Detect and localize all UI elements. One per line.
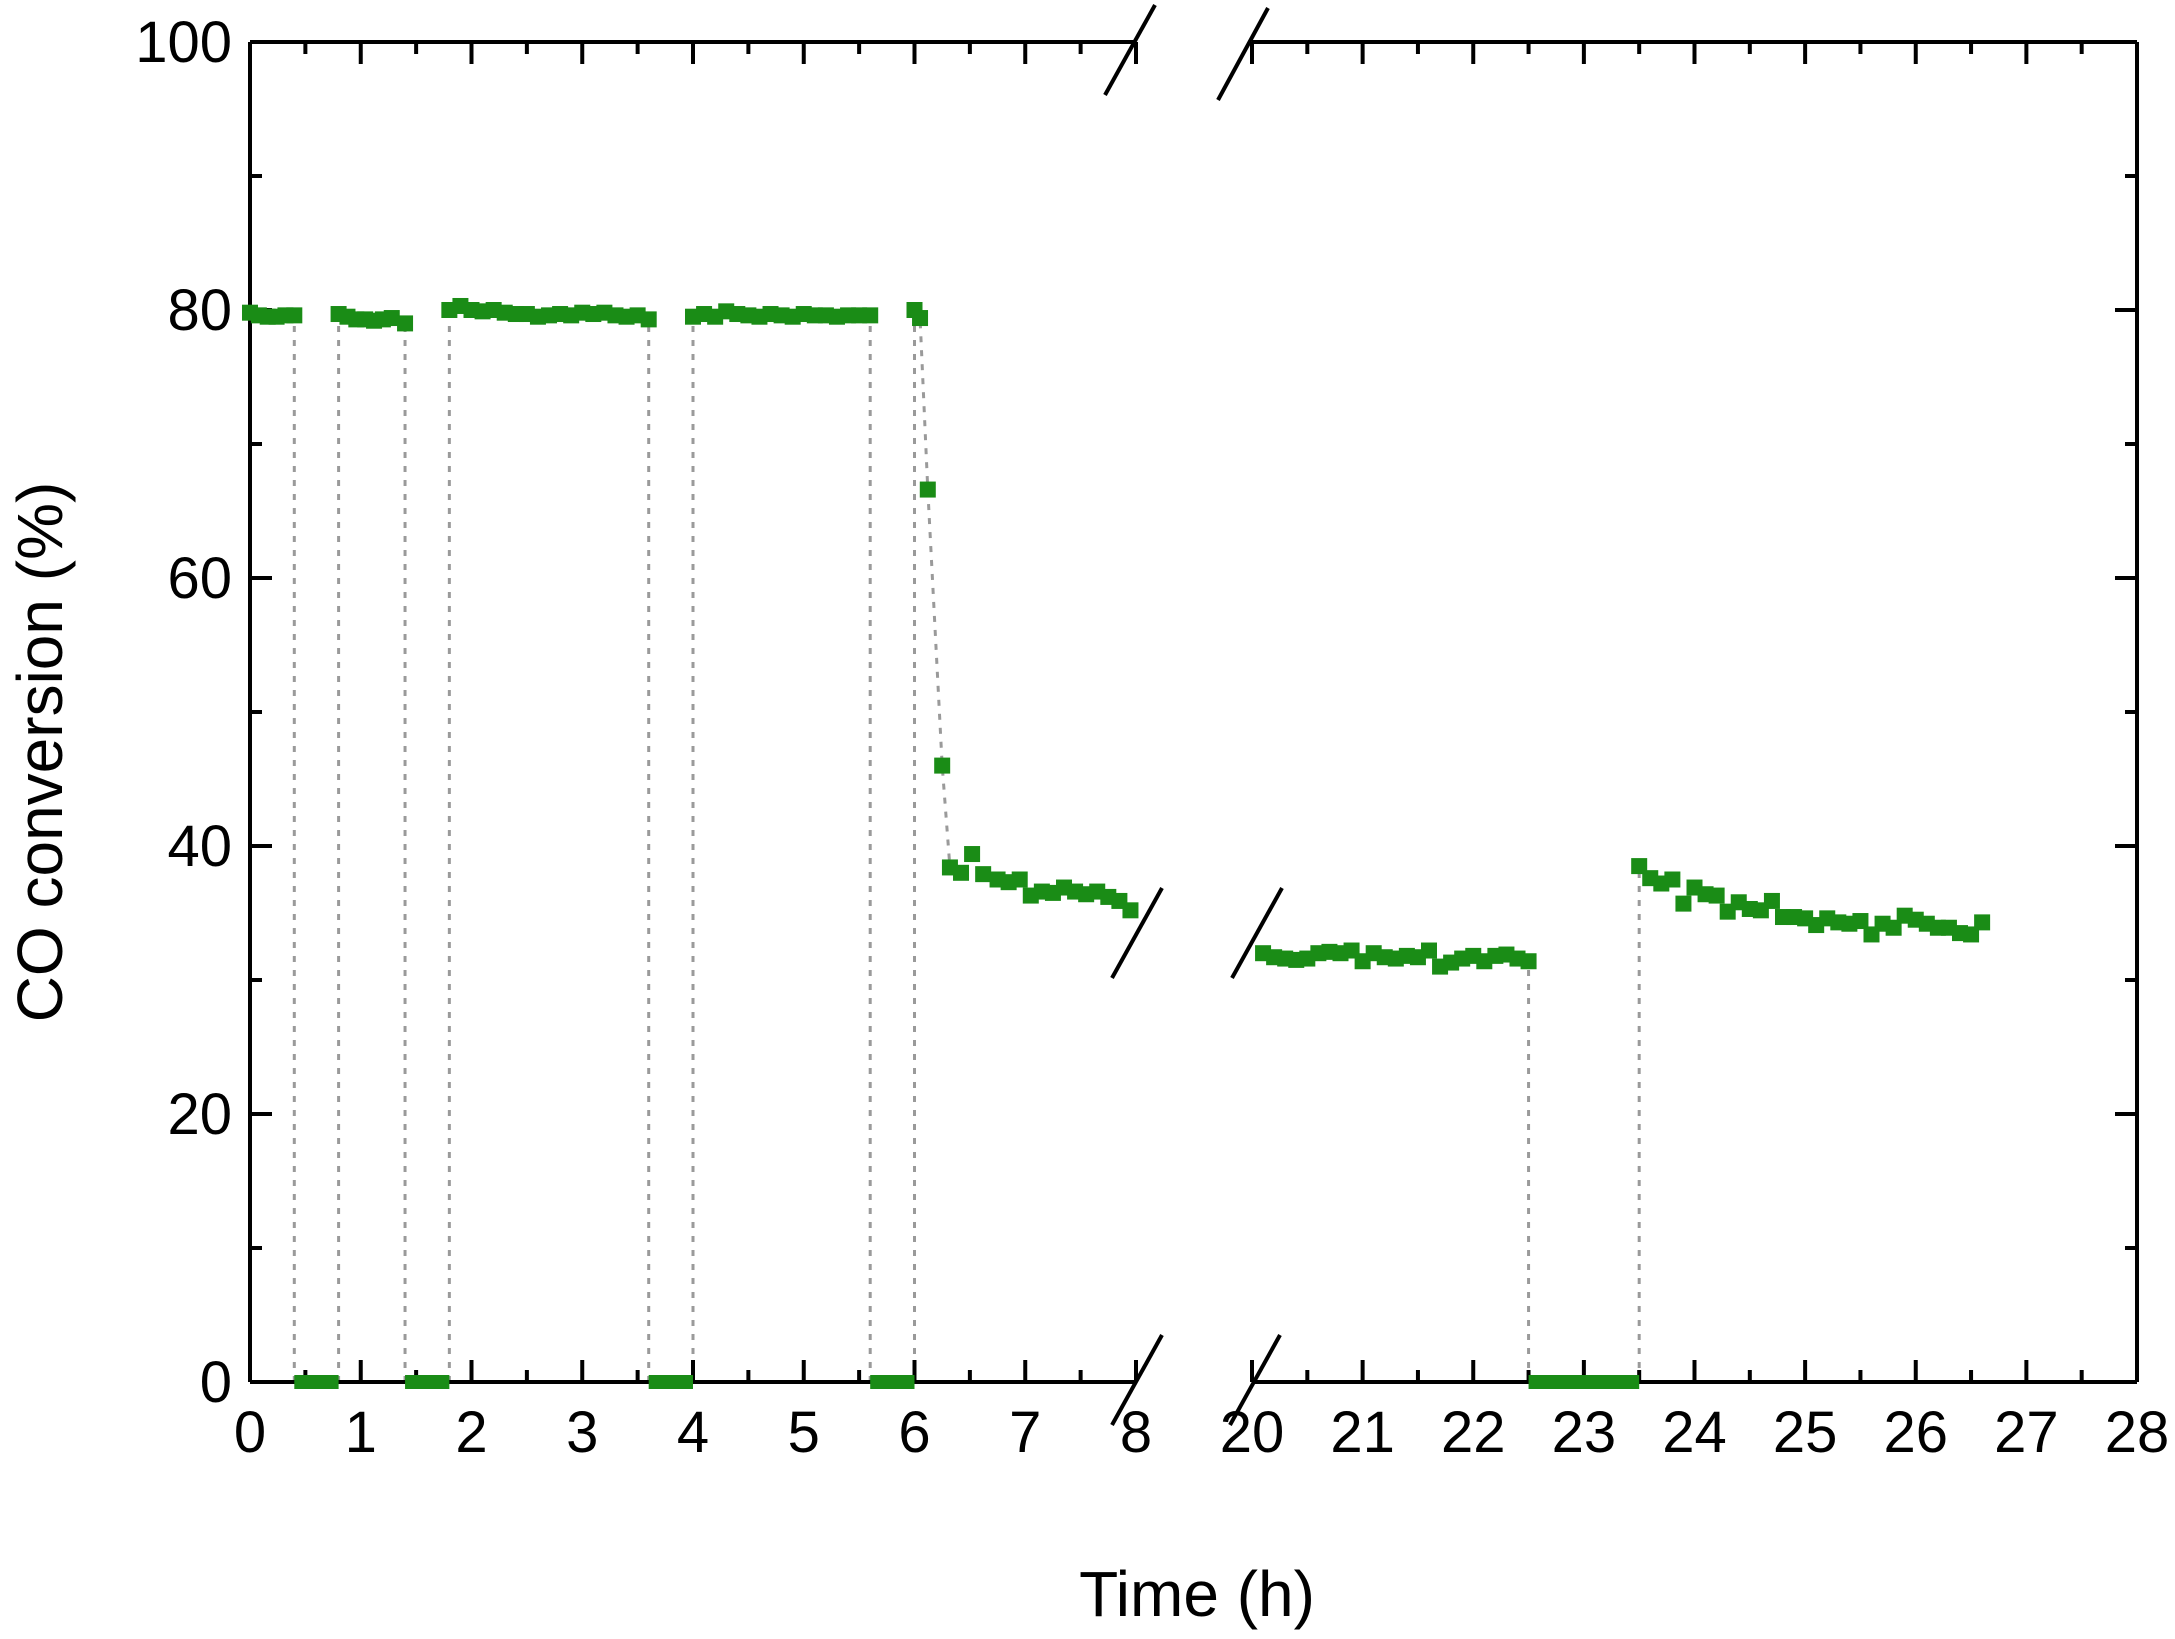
data-point	[1974, 914, 1991, 931]
data-point	[1675, 895, 1692, 912]
data-point	[286, 307, 303, 324]
x-tick-label: 1	[345, 1400, 377, 1465]
dashed-guide-lines	[292, 309, 1641, 1382]
x-tick-label: 8	[1120, 1400, 1152, 1465]
data-point	[862, 307, 879, 324]
y-tick-label: 20	[167, 1082, 232, 1147]
x-tick-label: 2	[455, 1400, 487, 1465]
x-tick-label: 27	[1994, 1400, 2059, 1465]
dashed-connector	[913, 309, 952, 868]
axis-break-mark	[1103, 4, 1157, 96]
x-tick-label: 21	[1330, 1400, 1395, 1465]
data-point	[934, 757, 951, 774]
x-tick-label: 3	[566, 1400, 598, 1465]
data-point	[1631, 858, 1648, 875]
x-tick-label: 20	[1220, 1400, 1285, 1465]
data-point	[1011, 871, 1028, 888]
y-axis-title: CO conversion (%)	[4, 482, 76, 1023]
x-tick-label: 6	[898, 1400, 930, 1465]
data-point	[1421, 942, 1437, 959]
x-tick-label: 26	[1883, 1400, 1948, 1465]
data-point	[953, 864, 970, 881]
axis-break-mark	[1228, 1334, 1282, 1426]
data-point	[912, 310, 929, 327]
x-tick-label: 7	[1009, 1400, 1041, 1465]
data-point	[397, 315, 414, 332]
y-tick-label: 0	[200, 1350, 232, 1415]
x-tick-label: 4	[677, 1400, 709, 1465]
x-tick-label: 22	[1441, 1400, 1506, 1465]
data-point	[1520, 953, 1537, 970]
axes	[248, 4, 2139, 1426]
x-tick-label: 5	[788, 1400, 820, 1465]
data-point	[1122, 902, 1139, 919]
data-point	[1963, 926, 1980, 943]
data-point	[1664, 871, 1681, 888]
axis-break-mark	[1230, 887, 1284, 979]
x-tick-label: 0	[234, 1400, 266, 1465]
axis-break-mark	[1216, 7, 1270, 101]
data-point	[383, 310, 400, 327]
data-point	[975, 866, 992, 883]
y-tick-label: 40	[167, 814, 232, 879]
data-point	[1885, 919, 1902, 936]
data-points	[242, 297, 1991, 1389]
x-tick-label: 23	[1552, 1400, 1617, 1465]
data-point	[1763, 892, 1780, 909]
data-point	[640, 311, 657, 328]
y-tick-label: 80	[167, 278, 232, 343]
x-tick-label: 24	[1662, 1400, 1727, 1465]
data-point	[1708, 887, 1725, 904]
y-tick-label: 60	[167, 546, 232, 611]
data-point	[1852, 913, 1869, 930]
x-tick-label: 25	[1773, 1400, 1838, 1465]
y-tick-label: 100	[135, 10, 232, 75]
data-point	[964, 846, 981, 863]
x-axis-title: Time (h)	[1079, 1558, 1315, 1630]
x-tick-label: 28	[2105, 1400, 2170, 1465]
axis-break-mark	[1110, 887, 1164, 979]
data-point	[919, 481, 936, 498]
